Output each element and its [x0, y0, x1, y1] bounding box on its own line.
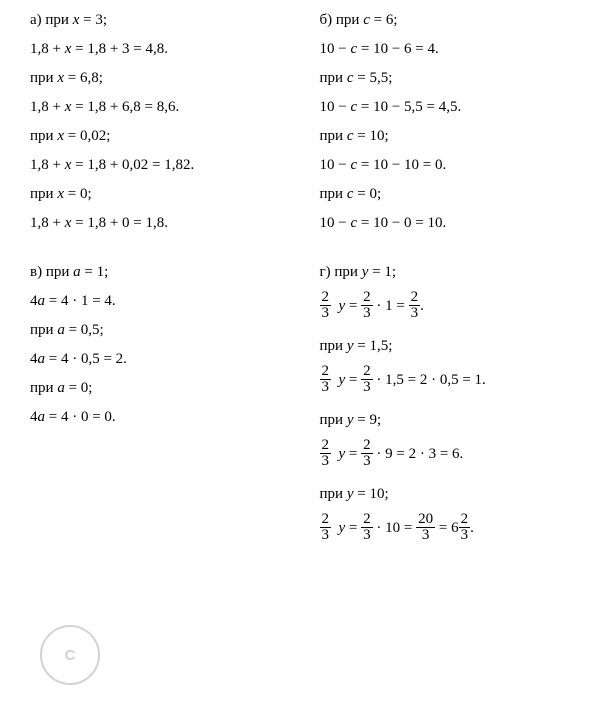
text-line: 10 − c = 10 − 5,5 = 4,5. — [320, 97, 590, 118]
section-g: г) при y = 1; 23 y = 23 · 1 = 23. при y … — [320, 242, 590, 552]
fraction: 23 — [409, 290, 421, 321]
text-line: при x = 0,02; — [30, 126, 300, 147]
section-a: а) при x = 3; 1,8 + x = 1,8 + 3 = 4,8. п… — [30, 10, 300, 242]
text-line: при x = 6,8; — [30, 68, 300, 89]
section-b: б) при c = 6; 10 − c = 10 − 6 = 4. при c… — [320, 10, 590, 242]
text-line: б) при c = 6; — [320, 10, 590, 31]
text-line: 1,8 + x = 1,8 + 0,02 = 1,82. — [30, 155, 300, 176]
fraction: 23 — [320, 438, 332, 469]
fraction: 23 — [361, 364, 373, 395]
text-line: при c = 5,5; — [320, 68, 590, 89]
text-line: при y = 9; — [320, 410, 590, 431]
text-line: при c = 10; — [320, 126, 590, 147]
text-line: 1,8 + x = 1,8 + 3 = 4,8. — [30, 39, 300, 60]
text-line: при a = 0; — [30, 378, 300, 399]
watermark-icon: C — [40, 625, 100, 685]
fraction: 23 — [361, 290, 373, 321]
text-line: в) при a = 1; — [30, 262, 300, 283]
fraction: 23 — [361, 512, 373, 543]
fraction: 23 — [459, 512, 471, 543]
text-line: 23 y = 23 · 10 = 203 = 623. — [320, 513, 590, 544]
text-line: а) при x = 3; — [30, 10, 300, 31]
text-line: 10 − c = 10 − 10 = 0. — [320, 155, 590, 176]
text-line: 23 y = 23 · 1,5 = 2 · 0,5 = 1. — [320, 365, 590, 396]
text-line: г) при y = 1; — [320, 262, 590, 283]
text-line: 4a = 4 · 0,5 = 2. — [30, 349, 300, 370]
text-line: 4a = 4 · 1 = 4. — [30, 291, 300, 312]
text-line: при a = 0,5; — [30, 320, 300, 341]
text-line: 10 − c = 10 − 6 = 4. — [320, 39, 590, 60]
text-line: 1,8 + x = 1,8 + 6,8 = 8,6. — [30, 97, 300, 118]
text-line: 10 − c = 10 − 0 = 10. — [320, 213, 590, 234]
fraction: 23 — [320, 512, 332, 543]
text-line: 4a = 4 · 0 = 0. — [30, 407, 300, 428]
fraction: 23 — [320, 290, 332, 321]
math-exercise: а) при x = 3; 1,8 + x = 1,8 + 3 = 4,8. п… — [0, 0, 609, 562]
section-v: в) при a = 1; 4a = 4 · 1 = 4. при a = 0,… — [30, 242, 300, 552]
text-line: 23 y = 23 · 1 = 23. — [320, 291, 590, 322]
text-line: при c = 0; — [320, 184, 590, 205]
text-line: при y = 1,5; — [320, 336, 590, 357]
text-line: при y = 10; — [320, 484, 590, 505]
text-line: 23 y = 23 · 9 = 2 · 3 = 6. — [320, 439, 590, 470]
fraction: 23 — [320, 364, 332, 395]
fraction: 203 — [416, 512, 435, 543]
fraction: 23 — [361, 438, 373, 469]
text-line: при x = 0; — [30, 184, 300, 205]
text-line: 1,8 + x = 1,8 + 0 = 1,8. — [30, 213, 300, 234]
